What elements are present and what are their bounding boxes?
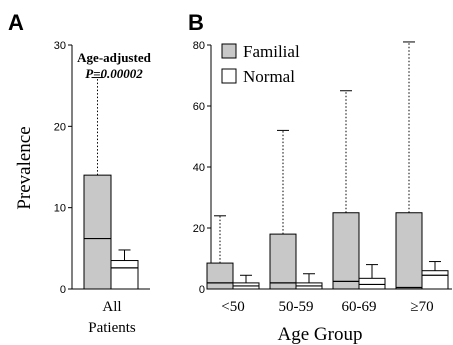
y-tick-label: 30 [54,40,66,52]
bar-normal [358,277,386,290]
panel-a-category-line1: All [102,299,121,315]
legend-swatch-familial [221,43,237,59]
panel-a-ylabel: Prevalence [14,126,35,209]
panel-a-annotation-line2: P=0.00002 [85,66,143,81]
x-category-label: ≥70 [410,299,433,315]
x-category-label: 60-69 [342,299,377,315]
panel-b-legend: Familial Normal [221,42,300,86]
bar-familial [332,212,360,290]
bar-normal [421,270,449,290]
panel-b-xlabel: Age Group [278,324,363,345]
x-category-label: 50-59 [279,299,314,315]
y-tick-label: 60 [193,101,205,113]
panel-a-letter: A [8,10,24,35]
y-tick-label: 0 [199,284,205,296]
y-tick-label: 0 [60,284,66,296]
y-tick-label: 80 [193,40,205,52]
legend-swatch-normal [221,68,237,84]
y-tick-label: 40 [193,162,205,174]
y-tick-label: 20 [193,223,205,235]
bar-familial [395,212,423,290]
legend-label-familial: Familial [243,42,300,61]
panel-a-annotation-line1: Age-adjusted [77,50,151,65]
bar-normal [110,260,139,290]
bar-familial [206,262,234,290]
panel-b-letter: B [188,10,204,35]
panel-a-category-line2: Patients [88,320,136,336]
bar-familial [83,174,112,290]
y-tick-label: 10 [54,203,66,215]
bar-familial [269,233,297,290]
chart-marks: 0 10 20 30 0 20 40 60 80 <50 50-59 60-69 ≥70 [54,40,452,315]
x-category-label: <50 [221,299,244,315]
legend-label-normal: Normal [243,67,295,86]
y-tick-label: 20 [54,121,66,133]
